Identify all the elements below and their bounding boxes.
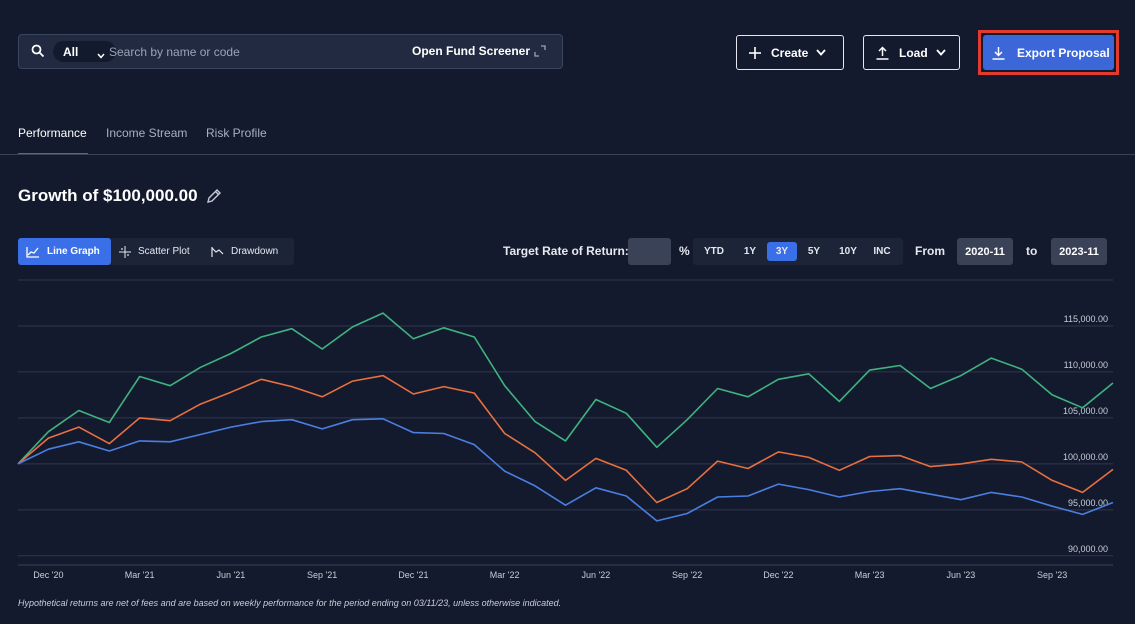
growth-chart: 90,000.00 95,000.00 100,000.00 105,000.00 11… <box>0 270 1135 590</box>
tab-risk-profile[interactable]: Risk Profile <box>206 126 267 140</box>
x-tick-label: Mar '22 <box>490 570 520 580</box>
y-tick-label: 90,000.00 <box>1068 544 1108 554</box>
from-label: From <box>915 244 945 258</box>
download-icon <box>992 46 1005 60</box>
x-tick-label: Sep '23 <box>1037 570 1067 580</box>
tab-income-stream[interactable]: Income Stream <box>106 126 188 140</box>
top-bar: All Open Fund Screener Create Load Expor… <box>0 0 1135 100</box>
growth-title: Growth of $100,000.00 <box>18 186 222 206</box>
x-tick-label: Jun '23 <box>947 570 976 580</box>
x-tick-label: Dec '21 <box>398 570 428 580</box>
period-selector: YTD 1Y 3Y 5Y 10Y INC <box>693 238 903 265</box>
x-tick-label: Jun '22 <box>582 570 611 580</box>
expand-icon[interactable] <box>534 44 546 62</box>
y-tick-label: 115,000.00 <box>1064 314 1108 324</box>
tabs-divider <box>0 154 1135 155</box>
x-tick-label: Dec '22 <box>763 570 793 580</box>
chevron-down-icon <box>816 49 827 56</box>
view-tab-label: Drawdown <box>231 246 279 257</box>
crosshair-icon <box>119 245 131 258</box>
search-icon[interactable] <box>31 44 47 60</box>
period-inc[interactable]: INC <box>873 246 891 257</box>
x-tick-label: Dec '20 <box>33 570 63 580</box>
y-tick-label: 105,000.00 <box>1063 406 1108 416</box>
view-tab-label: Scatter Plot <box>138 246 190 257</box>
x-tick-label: Sep '21 <box>307 570 337 580</box>
to-label: to <box>1026 244 1038 258</box>
search-input[interactable] <box>109 43 399 61</box>
y-tick-label: 95,000.00 <box>1068 498 1108 508</box>
period-1y[interactable]: 1Y <box>743 246 757 257</box>
chart-view-tabs: Line Graph Scatter Plot Drawdown <box>18 238 294 265</box>
series-line-2 <box>17 418 1114 522</box>
view-tab-label: Line Graph <box>47 246 100 257</box>
period-5y[interactable]: 5Y <box>807 246 821 257</box>
growth-prefix: Growth of <box>18 186 99 205</box>
x-tick-label: Mar '23 <box>855 570 885 580</box>
to-date-input[interactable]: 2023-11 <box>1051 238 1107 265</box>
from-date-input[interactable]: 2020-11 <box>957 238 1013 265</box>
search-filter-label: All <box>63 45 79 59</box>
period-3y[interactable]: 3Y <box>767 242 797 261</box>
chevron-down-icon <box>935 49 946 56</box>
growth-line-chart: 90,000.00 95,000.00 100,000.00 105,000.00 11… <box>17 279 1114 580</box>
search-filter-dropdown[interactable]: All <box>53 41 116 62</box>
load-button[interactable]: Load <box>863 35 960 70</box>
view-tab-scatter-plot[interactable]: Scatter Plot <box>111 238 198 265</box>
x-tick-label: Mar '21 <box>125 570 155 580</box>
series-line-1 <box>17 374 1114 504</box>
view-tab-line-graph[interactable]: Line Graph <box>18 238 111 265</box>
create-button[interactable]: Create <box>736 35 844 70</box>
tab-performance[interactable]: Performance <box>18 126 87 140</box>
upload-icon <box>876 45 889 60</box>
open-fund-screener-link[interactable]: Open Fund Screener <box>412 44 531 58</box>
target-return-label: Target Rate of Return: <box>503 244 629 258</box>
x-tick-label: Sep '22 <box>672 570 702 580</box>
footnote: Hypothetical returns are net of fees and… <box>18 598 562 608</box>
drawdown-icon <box>211 246 224 257</box>
period-ytd[interactable]: YTD <box>704 246 724 257</box>
growth-amount: $100,000.00 <box>103 186 198 205</box>
target-return-input[interactable] <box>628 238 671 265</box>
pencil-icon[interactable] <box>206 188 222 204</box>
y-tick-label: 100,000.00 <box>1063 452 1108 462</box>
load-button-label: Load <box>899 45 928 60</box>
export-highlight <box>978 30 1119 75</box>
x-tick-label: Jun '21 <box>217 570 246 580</box>
period-10y[interactable]: 10Y <box>839 246 857 257</box>
search-bar: All Open Fund Screener <box>18 34 563 69</box>
create-button-label: Create <box>771 45 809 60</box>
view-tab-drawdown[interactable]: Drawdown <box>203 238 286 265</box>
y-tick-label: 110,000.00 <box>1064 360 1108 370</box>
percent-label: % <box>679 244 690 258</box>
export-proposal-label: Export Proposal <box>1017 45 1110 60</box>
line-chart-icon <box>26 246 39 258</box>
export-proposal-button[interactable]: Export Proposal <box>983 35 1114 70</box>
series-line-0 <box>17 312 1114 465</box>
plus-icon <box>749 46 761 59</box>
chevron-down-icon <box>97 48 105 62</box>
